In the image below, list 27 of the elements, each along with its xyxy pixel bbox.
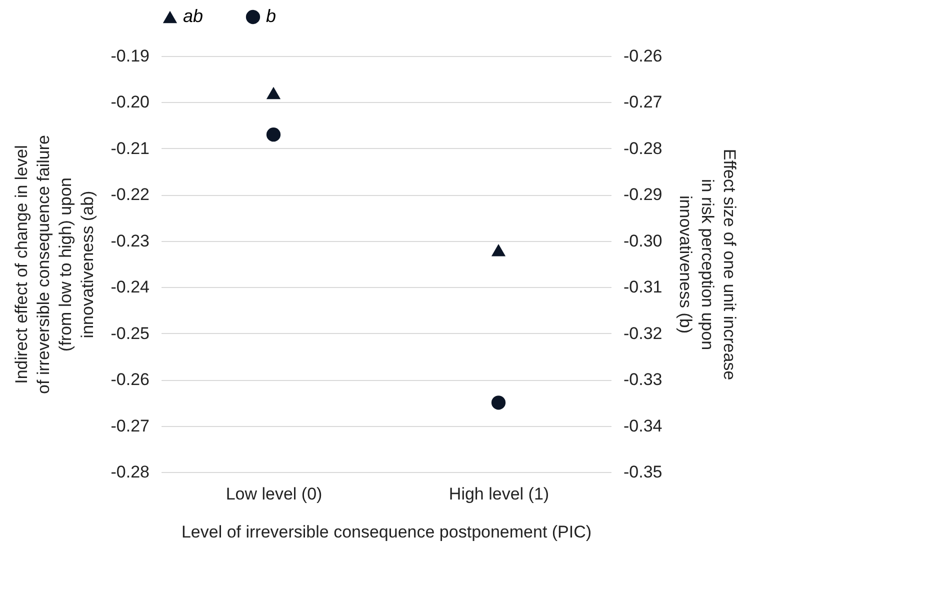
- x-axis-title: Level of irreversible consequence postponement (PIC): [181, 522, 592, 542]
- legend-label: b: [266, 6, 276, 26]
- y-axis-title: Indirect effect of change in level of irreversible consequence failure (from low to high) upon innovativeness (ab): [12, 135, 97, 394]
- y-tick-label: -0.23: [110, 231, 150, 250]
- y-tick-label: -0.25: [110, 324, 150, 343]
- y2-tick-label: -0.31: [624, 278, 662, 297]
- y2-tick-label: -0.27: [624, 92, 662, 112]
- legend-label: ab: [183, 6, 204, 26]
- y2-tick-label: -0.29: [624, 185, 662, 204]
- y-tick-label: -0.21: [110, 138, 150, 158]
- y2-tick-label: -0.30: [624, 231, 662, 250]
- y2-tick-label: -0.33: [624, 370, 662, 390]
- y-tick-label: -0.24: [110, 278, 150, 297]
- y-tick-label: -0.26: [110, 370, 150, 390]
- x-tick-label: High level (1): [448, 484, 550, 504]
- y2-tick-label: -0.28: [624, 138, 662, 158]
- y-tick-label: -0.22: [110, 185, 150, 204]
- y2-tick-label: -0.26: [624, 46, 662, 66]
- y-tick-label: -0.20: [110, 92, 150, 112]
- y-tick-label: -0.19: [110, 46, 150, 66]
- y2-tick-label: -0.32: [624, 324, 662, 343]
- y2-tick-label: -0.34: [624, 416, 662, 436]
- y-tick-label: -0.28: [110, 462, 150, 482]
- y2-tick-label: -0.35: [624, 462, 662, 482]
- x-tick-label: Low level (0): [226, 484, 322, 504]
- y2-axis-title: Effect size of one unit increase in risk perception upon innovativeness (b): [676, 148, 740, 380]
- y-tick-label: -0.27: [110, 416, 150, 436]
